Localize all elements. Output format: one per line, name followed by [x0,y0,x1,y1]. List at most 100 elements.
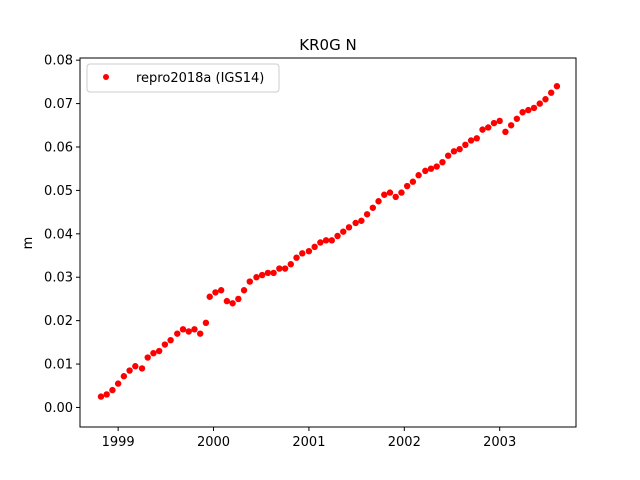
y-tick-label: 0.04 [44,227,73,242]
data-point [334,232,341,240]
data-point [553,83,561,90]
data-point [409,178,417,185]
data-point [202,319,210,327]
y-axis: 0.00 0.01 0.02 0.03 0.04 0.05 0.06 0.07 0.08 [44,54,80,416]
data-point [258,271,266,279]
data-point [485,124,492,131]
data-point [206,293,213,300]
data-point [398,189,405,196]
data-point [345,224,353,231]
y-tick-label: 0.01 [44,358,73,373]
data-point [167,336,174,344]
data-point [114,380,122,387]
data-point [427,165,435,172]
data-point [179,326,187,333]
legend-label: repro2018a (IGS14) [136,71,264,86]
data-point [422,167,429,175]
data-point [415,172,422,179]
data-point [479,126,486,133]
data-points [97,83,561,400]
data-point [381,191,388,198]
data-point [132,363,139,370]
data-point [299,250,306,257]
y-tick-label: 0.00 [44,401,73,416]
data-point [138,365,146,372]
data-point [97,393,105,400]
x-tick-label: 2000 [197,435,230,450]
data-point [513,115,521,122]
y-tick-label: 0.05 [44,184,73,199]
data-point [450,148,458,155]
y-tick-label: 0.08 [44,54,73,69]
data-point [281,265,289,272]
legend-marker [103,74,109,80]
data-point [212,289,219,296]
data-point [530,104,538,112]
data-point [536,100,543,107]
data-point [126,367,133,374]
x-tick-label: 2001 [292,435,325,450]
data-point [161,341,169,348]
y-tick-label: 0.03 [44,271,73,286]
data-point [223,297,231,305]
data-point [433,163,440,170]
data-point [144,354,151,361]
data-point [456,145,463,153]
chart-title: KR0G N [299,36,356,54]
data-point [322,237,330,244]
data-point [311,243,318,251]
data-point [235,295,242,303]
data-point [369,204,377,211]
data-point [191,326,198,333]
data-point [253,274,260,281]
data-point [293,254,300,261]
data-point [439,158,446,166]
x-axis: 1999 2000 2001 2002 2003 [102,427,516,450]
data-point [287,261,294,268]
y-tick-label: 0.06 [44,140,73,155]
data-point [340,228,347,235]
data-point [120,373,128,380]
x-tick-label: 2002 [388,435,421,450]
data-point [150,350,157,357]
data-point [103,391,110,398]
data-point [386,189,394,196]
data-point [542,96,549,103]
data-point [317,239,324,246]
data-point [502,128,509,135]
data-point [358,217,365,224]
data-point [264,269,272,277]
data-point [174,330,181,337]
data-point [352,219,359,227]
y-tick-label: 0.02 [44,314,73,329]
data-point [548,89,555,96]
data-point [392,193,399,201]
data-point [155,347,163,355]
data-point [270,269,277,277]
data-point [196,330,204,337]
data-point [496,117,503,125]
data-point [375,198,382,205]
axes-frame [79,57,577,428]
y-tick-label: 0.07 [44,97,73,112]
data-point [305,247,313,255]
data-point [328,237,336,244]
data-point [473,135,480,142]
data-point [462,141,469,149]
data-point [240,287,248,294]
data-point [519,109,526,116]
data-point [276,265,283,272]
data-point [490,119,498,127]
data-point [246,278,253,285]
data-point [525,106,532,114]
data-point [217,287,225,294]
x-tick-label: 2003 [483,435,516,450]
data-point [229,300,236,307]
data-point [185,328,192,335]
data-point [467,137,475,144]
data-point [363,211,371,218]
data-point [403,182,411,190]
legend-box [86,63,280,93]
data-point [109,386,116,394]
